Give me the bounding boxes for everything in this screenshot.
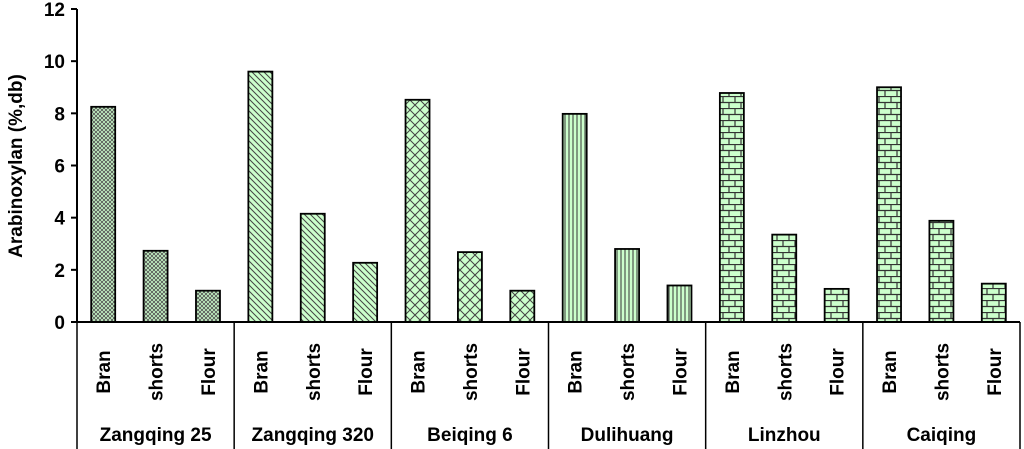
bar-shorts xyxy=(614,248,640,323)
x-category-label: shorts xyxy=(304,343,325,401)
x-category-label: Bran xyxy=(723,350,744,393)
bar-bran xyxy=(561,112,588,323)
bar-shorts xyxy=(299,212,326,323)
y-tick-label: 12 xyxy=(44,0,65,21)
x-category-label: Bran xyxy=(251,350,272,393)
bar-flour xyxy=(195,289,221,323)
x-axis: Bran shorts Flour Zangqing 25 Bran shorts Flou… xyxy=(76,321,1021,449)
y-tick-label: 4 xyxy=(54,209,65,230)
x-category-label: Flour xyxy=(670,348,691,396)
bar-shorts xyxy=(457,251,483,323)
x-category-label: Bran xyxy=(94,350,115,393)
x-group-label: Caiqing xyxy=(907,425,977,446)
x-category-label: shorts xyxy=(461,343,482,401)
bar-bran xyxy=(404,98,431,323)
x-group-label: Zangqing 25 xyxy=(100,425,212,446)
x-category-label: Flour xyxy=(356,348,377,396)
x-group-label: Linzhou xyxy=(748,425,821,446)
x-group-label: Beiqing 6 xyxy=(427,425,513,446)
bar-bran xyxy=(247,70,274,323)
bar-bran xyxy=(876,86,902,323)
x-category-label: Flour xyxy=(199,348,220,396)
bar-flour xyxy=(980,282,1007,323)
x-category-label: shorts xyxy=(147,343,168,401)
bar-flour xyxy=(666,284,693,323)
x-category-label: shorts xyxy=(775,343,796,401)
bar-flour xyxy=(352,261,379,323)
y-tick-label: 0 xyxy=(54,313,65,334)
x-category-label: Bran xyxy=(566,350,587,393)
x-group-label: Zangqing 320 xyxy=(252,425,374,446)
y-tick-label: 8 xyxy=(54,104,65,125)
bar-flour xyxy=(823,287,850,323)
x-category-label: Bran xyxy=(409,350,430,393)
x-category-label: shorts xyxy=(932,343,953,401)
x-category-label: shorts xyxy=(618,343,639,401)
x-category-label: Bran xyxy=(880,350,901,393)
bar-bran xyxy=(718,92,745,323)
y-tick-label: 10 xyxy=(44,52,65,73)
y-tick-label: 2 xyxy=(54,261,65,282)
bar-flour xyxy=(509,289,536,323)
y-tick-label: 6 xyxy=(54,157,65,178)
bar-shorts xyxy=(771,233,798,323)
x-category-label: Flour xyxy=(513,348,534,396)
y-axis: 0 2 4 6 8 10 12 xyxy=(44,0,78,334)
x-category-label: Flour xyxy=(985,348,1006,396)
bar-bran xyxy=(90,105,117,323)
bar-series xyxy=(90,70,1007,323)
y-axis-title: Arabinoxylan (%,db) xyxy=(6,74,27,258)
bar-shorts xyxy=(928,219,955,323)
bar-shorts xyxy=(142,249,169,323)
x-category-label: Flour xyxy=(828,348,849,396)
x-group-label: Dulihuang xyxy=(581,425,674,446)
